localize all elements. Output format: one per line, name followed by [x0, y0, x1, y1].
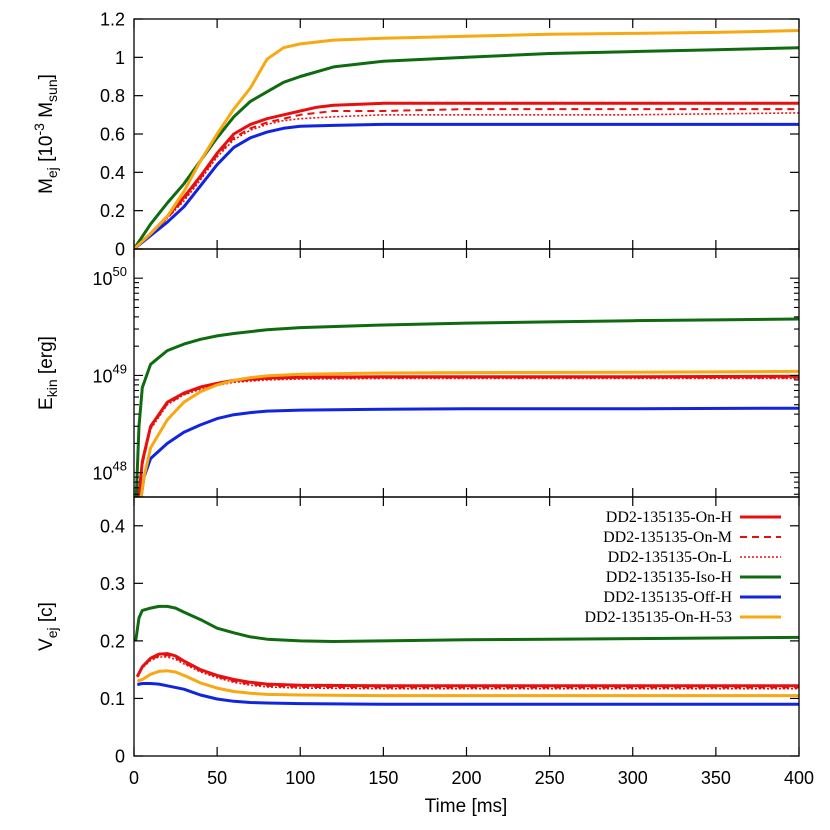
legend-label-dd2-135135-off-h: DD2-135135-Off-H [603, 589, 732, 606]
x-tick-label: 350 [701, 768, 731, 788]
ekin-y-axis-label: Ekin [erg] [36, 336, 60, 410]
vej-line-dd2-135135-on-h-53 [136, 669, 799, 698]
vej-ytick-label: 0.2 [100, 631, 125, 651]
ekin-series [134, 317, 799, 497]
mej-ytick-label: 1.2 [100, 10, 125, 30]
panel-mej: 0 0.2 0.4 0.6 0.8 1 1.2 Mej [10-3 Msun] [31, 10, 800, 260]
vej-ytick-label: 0.3 [100, 574, 125, 594]
ekin-line-dd2-135135-on-m [137, 376, 799, 497]
ekin-ytick-label: 1049 [93, 361, 128, 386]
ekin-line-dd2-135135-iso-h [134, 317, 799, 497]
x-tick-label: 300 [618, 768, 648, 788]
vej-line-dd2-135135-on-m [136, 654, 799, 689]
mej-ytick-label: 0 [115, 240, 125, 260]
mej-line-dd2-135135-on-h [134, 101, 799, 249]
mej-line-dd2-135135-off-h [134, 122, 799, 249]
mej-line-dd2-135135-on-l [134, 112, 799, 249]
panel-ekin: 1048 1049 1050 Ekin [erg] [36, 248, 800, 498]
mej-ytick-label: 0.8 [100, 86, 125, 106]
x-tick-label: 150 [368, 768, 398, 788]
ekin-ytick-label: 1050 [93, 264, 128, 289]
vej-line-dd2-135135-on-l [136, 656, 799, 690]
ekin-line-dd2-135135-on-l [138, 377, 799, 497]
ekin-ytick-label: 1048 [93, 459, 128, 484]
ekin-line-dd2-135135-off-h [139, 406, 799, 497]
ekin-line-dd2-135135-on-h-53 [139, 369, 799, 497]
vej-ytick-label: 0.1 [100, 689, 125, 709]
mej-y-axis-label: Mej [10-3 Msun] [31, 74, 60, 194]
x-tick-label: 250 [535, 768, 565, 788]
legend-label-dd2-135135-iso-h: DD2-135135-Iso-H [606, 569, 733, 586]
x-tick-label: 50 [207, 768, 227, 788]
mej-ytick-label: 0.2 [100, 201, 125, 221]
mej-line-dd2-135135-on-m [134, 108, 799, 249]
mej-line-dd2-135135-iso-h [134, 46, 799, 249]
x-tick-label: 400 [784, 768, 814, 788]
vej-ytick-label: 0 [115, 747, 125, 767]
mej-ytick-label: 1 [115, 48, 125, 68]
panels-group: 0 0.2 0.4 0.6 0.8 1 1.2 Mej [10-3 Msun] 1048 1049… [31, 10, 800, 767]
mej-ytick-label: 0.4 [100, 163, 125, 183]
mej-line-dd2-135135-on-h-53 [134, 29, 799, 249]
legend-label-dd2-135135-on-h: DD2-135135-On-H [606, 509, 733, 526]
vej-ytick-label: 0.4 [100, 516, 125, 536]
mej-ytick-label: 0.6 [100, 125, 125, 145]
vej-y-axis-label: Vej [c] [36, 602, 60, 651]
panel-vej: 0 0.1 0.2 0.3 0.4 Vej [c] [36, 496, 800, 767]
vej-line-dd2-135135-off-h [136, 682, 799, 706]
mej-series [134, 29, 799, 249]
legend-label-dd2-135135-on-l: DD2-135135-On-L [608, 549, 732, 566]
legend-label-dd2-135135-on-h-53: DD2-135135-On-H-53 [584, 609, 732, 626]
x-tick-label: 0 [129, 768, 139, 788]
x-axis: 0 50 100 150 200 250 300 350 400 [129, 768, 814, 788]
legend-label-dd2-135135-on-m: DD2-135135-On-M [603, 529, 732, 546]
vej-series [134, 604, 799, 706]
ekin-line-dd2-135135-on-h [137, 374, 799, 497]
vej-line-dd2-135135-iso-h [134, 604, 799, 643]
x-tick-label: 100 [285, 768, 315, 788]
legend: DD2-135135-On-H DD2-135135-On-M DD2-135135… [584, 509, 781, 626]
x-tick-label: 200 [451, 768, 481, 788]
x-axis-label: Time [ms] [425, 796, 508, 817]
vej-line-dd2-135135-on-h [135, 652, 799, 688]
